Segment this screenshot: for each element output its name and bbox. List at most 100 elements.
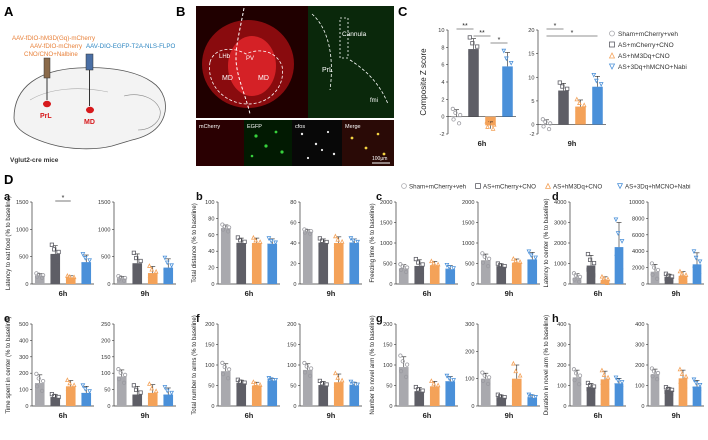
point-e-9h-3-4 xyxy=(163,395,168,400)
legend-panel-c: Sham+mCherry+veh AS+mCherry+CNO AS+hM3Dq+C… xyxy=(608,30,687,71)
point-b-6h-1-2 xyxy=(238,238,243,243)
y-tick-label-C-9h-4: 15 xyxy=(528,52,534,58)
point-c-9h-2-2 xyxy=(513,258,519,263)
point-e-9h-1-3 xyxy=(138,390,143,395)
point-b-6h-0-3 xyxy=(227,225,232,230)
point-f-9h-3-1 xyxy=(354,386,359,392)
chart-a-6h: 0 500 1000 1500 * 6h Latency to eat food (% to… xyxy=(5,195,94,298)
x-label-h-6h: 6h xyxy=(594,411,603,420)
y-tick-label-c-9h-2: 1000 xyxy=(462,241,474,247)
point-a-9h-3-0 xyxy=(162,255,168,261)
bar-f-6h-2 xyxy=(251,385,262,406)
point-c-6h-1-1 xyxy=(419,269,424,274)
y-tick-label-h-6h-1: 100 xyxy=(557,384,566,390)
y-tick-label-c-6h-3: 1500 xyxy=(380,221,392,227)
point-e-9h-2-0 xyxy=(147,381,152,386)
point-g-6h-2-3 xyxy=(435,382,441,388)
point-f-6h-1-1 xyxy=(241,384,246,389)
point-d-9h-0-3 xyxy=(655,267,661,273)
bar-C-6h-0 xyxy=(451,116,462,118)
scale-bar-label: 100μm xyxy=(372,156,387,162)
point-c-6h-0-2 xyxy=(400,264,405,269)
point-g-6h-2-2 xyxy=(431,380,437,386)
legend-marker-c-1 xyxy=(609,41,615,48)
point-e-6h-2-2 xyxy=(67,380,73,386)
point-C-9h-1-2 xyxy=(560,84,565,89)
point-f-9h-2-4 xyxy=(333,382,339,388)
point-c-9h-3-1 xyxy=(532,263,537,269)
point-b-6h-3-1 xyxy=(272,246,277,252)
y-tick-label-h-6h-3: 300 xyxy=(557,343,566,349)
point-d-6h-2-3 xyxy=(605,276,611,282)
point-b-9h-3-0 xyxy=(348,236,354,242)
subpanel-label-a: a xyxy=(4,191,11,203)
y-tick-label-d-6h-3: 3000 xyxy=(554,221,566,227)
point-f-6h-0-3 xyxy=(227,367,232,372)
y-tick-label-C-6h-2: 2 xyxy=(441,97,444,103)
point-h-6h-1-1 xyxy=(591,389,596,394)
point-d-9h-0-0 xyxy=(649,261,655,266)
bar-g-6h-0 xyxy=(398,367,409,406)
point-c-9h-2-3 xyxy=(517,259,523,264)
y-tick-label-C-6h-3: 4 xyxy=(441,80,444,86)
point-f-9h-3-2 xyxy=(350,381,356,387)
legend-marker-d-3 xyxy=(616,183,624,190)
y-tick-label-b-9h-3: 60 xyxy=(290,221,296,227)
point-b-9h-0-1 xyxy=(308,231,313,236)
y-label-h-6h: Duration in novel arm (% to baseline) xyxy=(543,315,550,415)
y-tick-label-d-9h-5: 10000 xyxy=(629,200,645,206)
point-g-6h-3-2 xyxy=(446,376,452,382)
y-tick-label-g-6h-4: 200 xyxy=(383,322,392,328)
chart-e-9h: 0 50 100 150 200 250 9h xyxy=(101,322,176,420)
point-f-6h-0-1 xyxy=(226,376,231,381)
y-tick-label-h-9h-1: 100 xyxy=(635,384,644,390)
bar-e-9h-1 xyxy=(132,394,143,406)
point-g-9h-2-4 xyxy=(511,381,517,387)
point-h-6h-1-2 xyxy=(587,383,593,388)
point-g-9h-2-2 xyxy=(513,368,519,374)
point-d-6h-3-2 xyxy=(615,231,621,236)
point-C-9h-2-4 xyxy=(575,106,580,112)
point-e-6h-1-4 xyxy=(50,397,55,402)
point-e-6h-3-2 xyxy=(82,387,88,392)
point-d-6h-3-1 xyxy=(618,268,624,274)
bar-g-6h-1 xyxy=(414,391,425,406)
point-e-9h-1-0 xyxy=(131,383,136,388)
x-label-g-6h: 6h xyxy=(423,411,432,420)
subpanel-label-d: d xyxy=(552,191,559,203)
point-f-9h-2-2 xyxy=(335,375,341,380)
point-h-6h-3-0 xyxy=(613,375,619,381)
syringe-body xyxy=(85,53,94,71)
point-d-6h-3-4 xyxy=(614,254,619,260)
lhb-label: LHb xyxy=(219,54,231,60)
point-C-6h-0-3 xyxy=(458,112,463,118)
y-tick-label-C-6h-4: 6 xyxy=(441,63,444,69)
point-h-9h-3-4 xyxy=(692,386,697,392)
y-tick-label-f-6h-1: 50 xyxy=(208,384,214,390)
point-h-9h-3-3 xyxy=(697,382,703,388)
chart-c-9h: 0 500 1000 1500 2000 9h xyxy=(462,200,540,298)
y-tick-label-f-9h-4: 200 xyxy=(287,322,296,328)
point-d-9h-2-2 xyxy=(679,270,685,276)
prl-outline xyxy=(311,13,389,105)
point-f-6h-2-0 xyxy=(251,379,256,384)
point-f-6h-2-4 xyxy=(251,384,257,389)
legend-label-d-0: Sham+mCherry+veh xyxy=(409,184,467,191)
prl-region-label: PrL xyxy=(322,67,333,74)
point-g-9h-0-1 xyxy=(486,381,491,387)
point-d-6h-0-4 xyxy=(572,277,577,282)
point-e-6h-0-0 xyxy=(34,371,39,376)
point-b-6h-3-0 xyxy=(266,236,272,241)
point-h-6h-3-2 xyxy=(615,378,621,384)
bar-C-9h-3 xyxy=(592,86,603,125)
mcherry-core xyxy=(228,36,276,96)
point-C-6h-3-2 xyxy=(504,56,509,62)
x-label-c-9h: 9h xyxy=(505,289,514,298)
bar-e-9h-3 xyxy=(163,394,174,406)
y-tick-label-g-9h-1: 100 xyxy=(465,377,474,383)
subpanel-label-f: f xyxy=(196,313,200,325)
point-g-9h-1-4 xyxy=(496,396,501,401)
point-e-9h-1-4 xyxy=(132,395,137,400)
bar-h-9h-1 xyxy=(664,390,674,406)
y-tick-label-g-6h-3: 150 xyxy=(383,343,392,349)
